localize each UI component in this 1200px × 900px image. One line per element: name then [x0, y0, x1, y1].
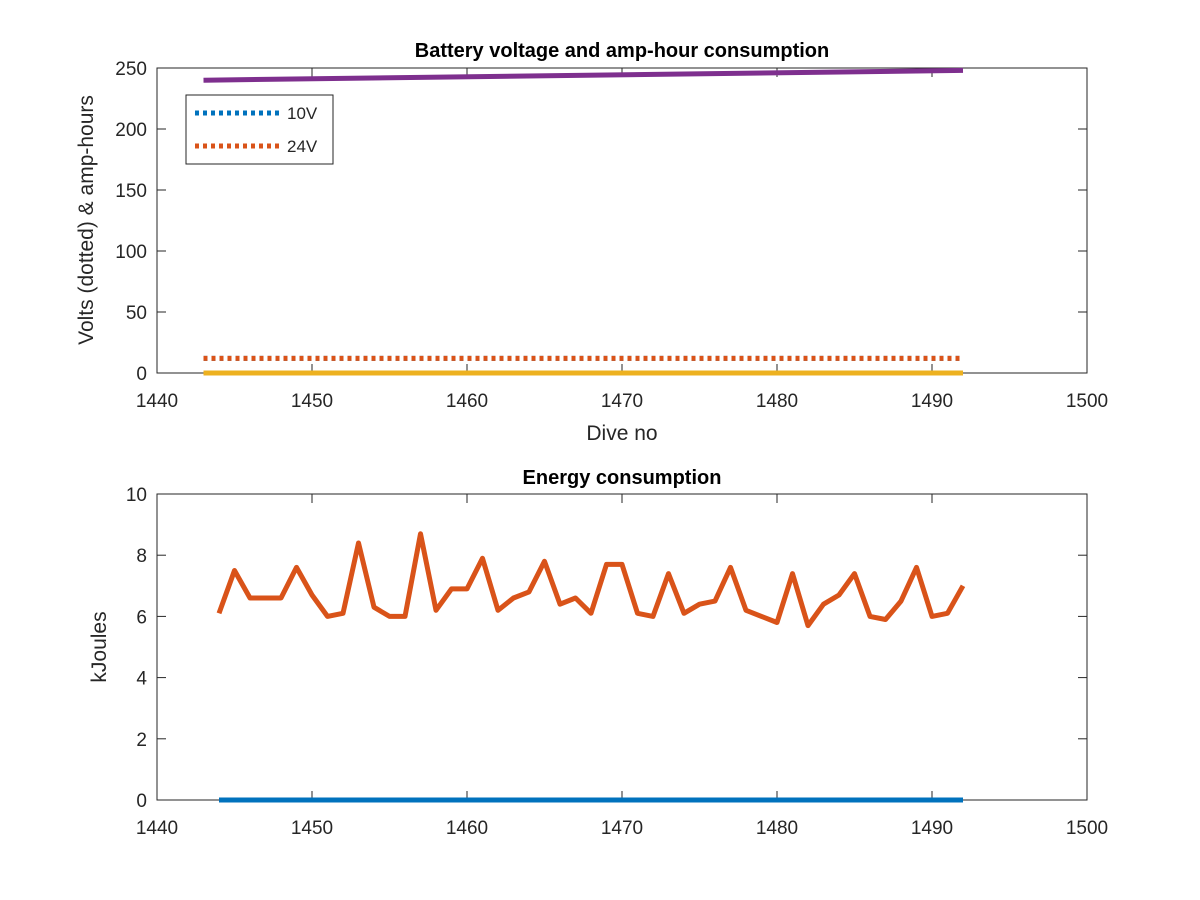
energy-x-tick-label: 1470	[601, 818, 643, 839]
voltage-x-tick-label: 1480	[756, 391, 798, 412]
voltage-y-axis-label: Volts (dotted) & amp-hours	[75, 95, 98, 345]
voltage-legend: 10V 24V	[185, 94, 334, 165]
voltage-x-tick-label: 1460	[446, 391, 488, 412]
voltage-y-tick-label: 250	[115, 59, 147, 80]
voltage-series-line-3	[203, 67, 964, 83]
voltage-chart-title: Battery voltage and amp-hour consumption	[415, 40, 829, 62]
legend-label-24v: 24V	[287, 137, 318, 156]
voltage-x-tick-label: 1470	[601, 391, 643, 412]
energy-chart-title: Energy consumption	[523, 467, 722, 489]
energy-x-tick-label: 1440	[136, 818, 178, 839]
voltage-y-tick-label: 200	[115, 120, 147, 141]
energy-chart: 1440 1450 1460 1470 1480 1490 1500 0 2 4 6 8 10 Ener…	[88, 467, 1108, 839]
energy-y-axis-label: kJoules	[88, 611, 111, 682]
voltage-y-tick-label: 0	[136, 364, 147, 385]
voltage-y-tick-label: 50	[126, 303, 147, 324]
energy-y-tick-label: 10	[126, 485, 147, 506]
energy-ticks: 1440 1450 1460 1470 1480 1490 1500 0 2 4 6 8 10	[126, 485, 1108, 839]
legend-box	[185, 94, 334, 165]
energy-x-tick-label: 1500	[1066, 818, 1108, 839]
energy-x-tick-label: 1450	[291, 818, 333, 839]
voltage-ticks: 1440 1450 1460 1470 1480 1490 1500 0 50 100 150 200…	[115, 59, 1108, 412]
energy-y-tick-label: 6	[136, 607, 147, 628]
energy-plot-area	[156, 493, 1088, 801]
energy-y-tick-label: 0	[136, 791, 147, 812]
energy-series	[216, 531, 966, 803]
energy-y-tick-label: 8	[136, 546, 147, 567]
energy-x-tick-label: 1460	[446, 818, 488, 839]
energy-series-line-1	[216, 531, 966, 629]
legend-label-10v: 10V	[287, 104, 318, 123]
voltage-y-tick-label: 100	[115, 242, 147, 263]
voltage-x-tick-label: 1450	[291, 391, 333, 412]
voltage-x-axis-label: Dive no	[586, 422, 657, 445]
voltage-series	[203, 67, 964, 376]
energy-y-tick-label: 4	[136, 669, 147, 690]
voltage-x-tick-label: 1490	[911, 391, 953, 412]
voltage-x-tick-label: 1440	[136, 391, 178, 412]
voltage-chart: 1440 1450 1460 1470 1480 1490 1500 0 50 100 150 200…	[75, 40, 1108, 445]
energy-y-tick-label: 2	[136, 730, 147, 751]
voltage-x-tick-label: 1500	[1066, 391, 1108, 412]
energy-x-tick-label: 1490	[911, 818, 953, 839]
energy-x-tick-label: 1480	[756, 818, 798, 839]
voltage-y-tick-label: 150	[115, 181, 147, 202]
